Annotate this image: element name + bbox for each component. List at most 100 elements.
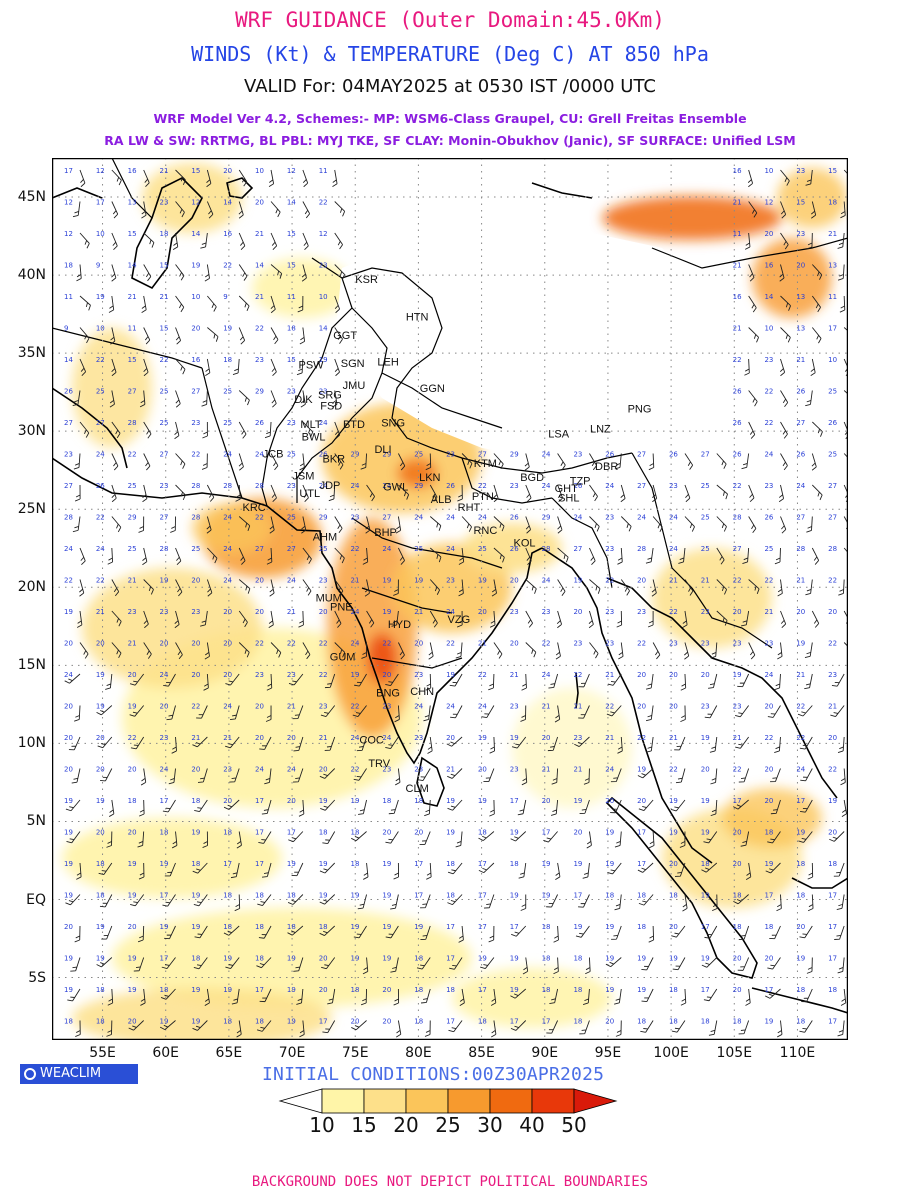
temperature-number: 28 <box>191 514 200 522</box>
wind-barb <box>493 547 505 563</box>
wind-barb <box>398 484 410 500</box>
temperature-number: 10 <box>191 293 200 301</box>
wind-barb <box>175 358 186 375</box>
latitude-label: 30N <box>17 423 46 440</box>
temperature-number: 20 <box>96 734 105 742</box>
wind-barb <box>491 1020 497 1038</box>
temperature-number: 22 <box>764 419 773 427</box>
wind-barb <box>684 484 691 503</box>
temperature-number: 24 <box>160 766 169 774</box>
temperature-number: 19 <box>191 829 200 837</box>
wind-barb <box>738 1020 750 1035</box>
wind-barb <box>446 736 463 747</box>
temperature-number: 23 <box>510 766 519 774</box>
wind-barb <box>522 957 529 975</box>
wind-barb <box>162 799 176 813</box>
wind-barb <box>811 295 821 313</box>
temperature-number: 21 <box>191 734 200 742</box>
wind-barb <box>735 705 750 718</box>
temperature-number: 18 <box>96 860 105 868</box>
wind-barb <box>807 894 814 912</box>
temperature-number: 19 <box>160 577 169 585</box>
wind-barb <box>840 768 846 786</box>
temperature-number: 22 <box>733 482 742 490</box>
temperature-number: 22 <box>637 640 646 648</box>
temperature-number: 23 <box>191 608 200 616</box>
temperature-number: 20 <box>382 1018 391 1026</box>
wind-barb <box>99 894 113 908</box>
temperature-number: 21 <box>733 325 742 333</box>
wind-barb <box>76 862 82 880</box>
temperature-number: 14 <box>287 199 296 207</box>
wind-barb <box>96 705 113 716</box>
temperature-number: 22 <box>191 703 200 711</box>
temperature-number: 28 <box>733 514 742 522</box>
wind-barb <box>780 201 787 219</box>
temperature-number: 10 <box>764 325 773 333</box>
wind-barb <box>776 894 782 912</box>
wind-barb <box>238 610 248 628</box>
wind-barb <box>362 547 369 565</box>
wind-barb <box>390 957 399 973</box>
station-label: BWL <box>302 432 326 444</box>
wind-barb <box>521 673 527 691</box>
temperature-number: 24 <box>351 482 360 490</box>
wind-barb <box>652 484 658 503</box>
wind-barb <box>489 799 495 817</box>
temperature-number: 27 <box>96 419 105 427</box>
temperature-number: 29 <box>319 514 328 522</box>
temperature-shading <box>62 163 847 1040</box>
wind-barb <box>238 232 246 250</box>
wind-barb <box>838 579 845 596</box>
station-label: SNG <box>381 418 405 430</box>
wind-barb <box>174 421 180 440</box>
temperature-number: 20 <box>510 640 519 648</box>
wind-barb <box>256 1020 272 1032</box>
temperature-number: 23 <box>764 482 773 490</box>
temperature-number: 21 <box>764 608 773 616</box>
temperature-number: 21 <box>669 577 678 585</box>
temperature-number: 17 <box>160 892 169 900</box>
temperature-number: 19 <box>446 797 455 805</box>
longitude-label: 90E <box>531 1045 559 1061</box>
wind-barb <box>640 1020 654 1033</box>
wind-barb <box>449 673 463 687</box>
wind-barb <box>175 484 186 501</box>
temperature-number: 19 <box>637 986 646 994</box>
wind-barb <box>767 831 781 844</box>
wind-barb <box>385 831 399 844</box>
wind-barb <box>748 295 757 313</box>
temperature-number: 19 <box>96 923 105 931</box>
temperature-number: 26 <box>796 451 805 459</box>
wind-barb <box>738 768 750 783</box>
temperature-number: 17 <box>637 860 646 868</box>
wind-barb <box>429 610 438 628</box>
wind-barb <box>385 673 399 687</box>
wind-barb <box>79 295 91 311</box>
map-title: WRF GUIDANCE (Outer Domain:45.0Km) <box>235 8 665 32</box>
temperature-number: 23 <box>573 640 582 648</box>
wind-barb <box>196 705 208 719</box>
temperature-number: 19 <box>510 955 519 963</box>
wind-barb <box>207 295 217 312</box>
temperature-number: 17 <box>510 923 519 931</box>
temperature-number: 19 <box>191 892 200 900</box>
temperature-number: 26 <box>669 451 678 459</box>
wind-barb <box>554 705 561 723</box>
wind-barb <box>765 862 781 874</box>
station-label: GGN <box>420 383 445 395</box>
temperature-number: 20 <box>733 860 742 868</box>
wind-barb <box>805 579 813 596</box>
temperature-number: 22 <box>255 514 264 522</box>
temperature-number: 25 <box>191 545 200 553</box>
temperature-number: 28 <box>637 545 646 553</box>
wind-barb <box>166 705 176 721</box>
wind-barb <box>812 484 823 501</box>
temperature-number: 25 <box>414 451 423 459</box>
wind-barb <box>175 579 183 597</box>
temperature-number: 28 <box>160 545 169 553</box>
temperature-number: 20 <box>382 829 391 837</box>
wind-barb <box>236 831 242 849</box>
wind-barb <box>175 453 186 469</box>
temperature-number: 23 <box>319 577 328 585</box>
